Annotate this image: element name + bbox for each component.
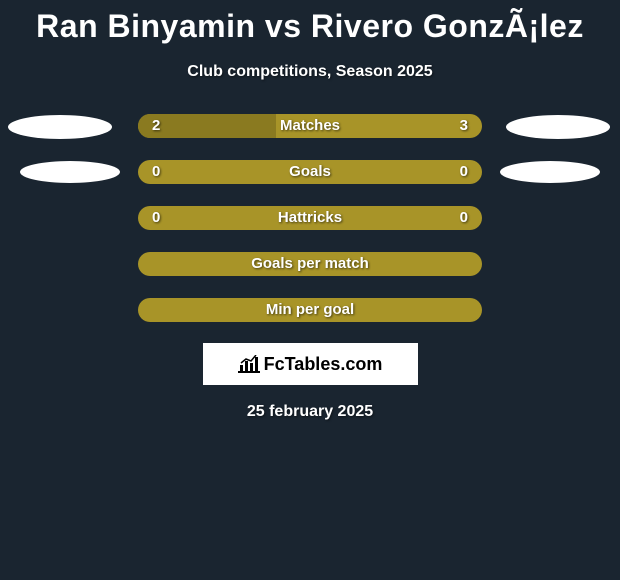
- logo-box[interactable]: FcTables.com: [203, 343, 418, 385]
- page-title: Ran Binyamin vs Rivero GonzÃ¡lez: [0, 0, 620, 45]
- logo-content: FcTables.com: [238, 354, 383, 375]
- stat-bar: 00Hattricks: [138, 206, 482, 230]
- player-badge-right: [506, 115, 610, 139]
- player-badge-left: [20, 161, 120, 183]
- stat-bar: 00Goals: [138, 160, 482, 184]
- stat-label: Hattricks: [138, 209, 482, 226]
- stat-bar: Min per goal: [138, 298, 482, 322]
- stats-container: 23Matches 00Goals 00Hattricks Goals per mat…: [0, 113, 620, 325]
- player-badge-right: [500, 161, 600, 183]
- stat-row: 00Hattricks: [0, 205, 620, 233]
- stat-label: Goals per match: [138, 255, 482, 272]
- stat-row: 00Goals: [0, 159, 620, 187]
- stat-row: Goals per match: [0, 251, 620, 279]
- stat-label: Goals: [138, 163, 482, 180]
- stat-label: Min per goal: [138, 301, 482, 318]
- stat-label: Matches: [138, 117, 482, 134]
- date-text: 25 february 2025: [0, 403, 620, 421]
- player-badge-left: [8, 115, 112, 139]
- stat-bar: Goals per match: [138, 252, 482, 276]
- stat-row: 23Matches: [0, 113, 620, 141]
- stat-row: Min per goal: [0, 297, 620, 325]
- subtitle: Club competitions, Season 2025: [0, 63, 620, 81]
- stat-bar: 23Matches: [138, 114, 482, 138]
- logo-text: FcTables.com: [264, 354, 383, 375]
- chart-icon: [238, 355, 260, 373]
